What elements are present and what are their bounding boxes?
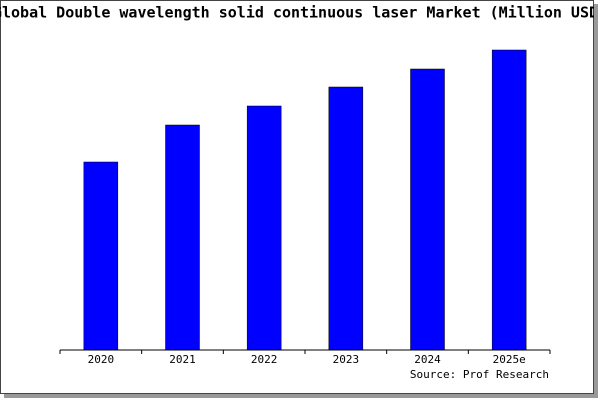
x-tick-label: 2024 <box>414 353 441 366</box>
source-note: Source: Prof Research <box>410 368 549 381</box>
bar <box>328 86 364 351</box>
bar <box>410 68 445 351</box>
bar <box>491 49 527 351</box>
bar <box>165 124 200 351</box>
bar <box>83 161 119 351</box>
x-tick-label: 2025e <box>493 353 526 366</box>
x-tick-label: 2023 <box>333 353 360 366</box>
bar <box>246 105 282 351</box>
x-tick-label: 2022 <box>251 353 278 366</box>
x-tick-label: 2020 <box>88 353 115 366</box>
x-tick-label: 2021 <box>169 353 196 366</box>
chart-title: Global Double wavelength solid continuou… <box>0 4 600 22</box>
